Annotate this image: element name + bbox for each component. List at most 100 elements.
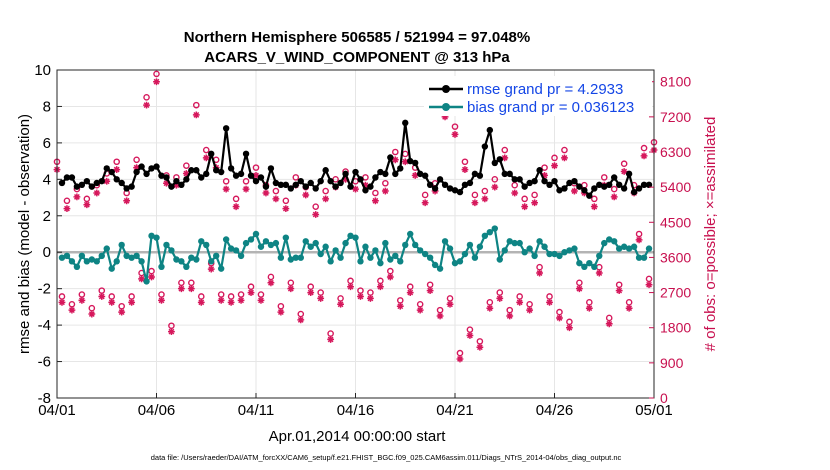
rmse-point (620, 185, 628, 192)
rmse-point (178, 181, 185, 188)
obs-assimilated-point (342, 175, 349, 183)
bias-point (377, 259, 384, 267)
bias-point (471, 254, 479, 261)
rmse-point (521, 183, 528, 190)
bias-point (441, 238, 449, 245)
rmse-point (531, 177, 538, 185)
obs-possible-point (133, 156, 140, 164)
y2-tick-label: 900 (660, 355, 684, 371)
obs-assimilated-point (615, 287, 623, 295)
bias-point (332, 247, 339, 254)
rmse-point (481, 143, 489, 150)
y-tick-label: -6 (38, 354, 51, 371)
bias-point (103, 245, 110, 252)
rmse-point (242, 150, 250, 158)
obs-possible-point (113, 158, 120, 166)
bias-point (645, 245, 653, 252)
obs-assimilated-point (526, 306, 534, 314)
rmse-point (496, 156, 503, 163)
obs-assimilated-point (113, 166, 121, 173)
obs-assimilated-point (571, 187, 578, 195)
rmse-point (118, 179, 125, 187)
rmse-point (591, 185, 598, 192)
y2-axis-label: # of obs: o=possible; ×=assimilated (702, 117, 719, 352)
obs-assimilated-point (257, 296, 265, 304)
obs-possible-point (610, 185, 618, 193)
bias-point (476, 243, 484, 250)
y-tick-label: 10 (34, 62, 51, 79)
obs-assimilated-point (227, 298, 235, 306)
rmse-point (327, 177, 334, 185)
rmse-point (73, 183, 81, 190)
rmse-point (257, 174, 265, 181)
obs-assimilated-point (411, 172, 419, 179)
rmse-point (566, 179, 573, 187)
obs-assimilated-point (322, 195, 330, 203)
rmse-point (561, 185, 568, 192)
y-axis-label: rmse and bias (model - observation) (16, 114, 33, 354)
obs-assimilated-point (372, 197, 379, 205)
bias-point (486, 228, 494, 236)
rmse-point (267, 165, 275, 172)
bias-point (421, 250, 429, 258)
bias-point (431, 261, 439, 269)
rmse-point (183, 176, 190, 183)
bias-point (620, 243, 628, 250)
data-file-footnote: data file: /Users/raeder/DAI/ATM_forcXX/… (151, 453, 622, 462)
bias-point (262, 238, 270, 245)
rmse-point (516, 176, 523, 183)
bias-point (451, 259, 459, 267)
obs-possible-point (222, 177, 230, 185)
rmse-point (222, 125, 230, 132)
bias-point (257, 243, 265, 250)
bias-point (183, 263, 190, 270)
bias-point (163, 241, 170, 249)
bias-point (392, 252, 399, 260)
bias-point (407, 230, 414, 238)
bias-point (178, 258, 185, 265)
x-tick-label: 04/11 (238, 402, 274, 419)
rmse-point (337, 179, 344, 187)
obs-assimilated-point (605, 320, 613, 328)
rmse-point (501, 170, 508, 178)
obs-assimilated-point (585, 304, 593, 312)
obs-assimilated-point (521, 203, 529, 211)
rmse-point (252, 177, 260, 185)
rmse-point (173, 177, 180, 185)
obs-possible-point (471, 191, 479, 199)
rmse-point (213, 167, 220, 174)
obs-possible-point (640, 144, 648, 152)
rmse-point (108, 168, 115, 176)
obs-assimilated-point (357, 293, 364, 300)
bias-point (606, 236, 613, 243)
bias-point (153, 234, 160, 241)
bias-point (208, 258, 215, 265)
obs-assimilated-point (441, 113, 449, 121)
obs-assimilated-point (381, 187, 389, 195)
rmse-point (611, 174, 618, 181)
obs-assimilated-point (252, 172, 260, 179)
bias-point (352, 234, 359, 241)
bias-point (571, 245, 578, 252)
obs-assimilated-point (516, 298, 524, 306)
rmse-point (138, 163, 145, 170)
bias-point (521, 249, 528, 256)
rmse-point (645, 181, 653, 188)
bias-point (188, 254, 195, 261)
obs-assimilated-point (546, 298, 553, 306)
x-axis-ticks: 04/01 04/06 04/11 04/16 04/21 04/26 05/01 (38, 393, 673, 419)
rmse-point (133, 168, 140, 176)
rmse-point (630, 188, 638, 196)
bias-point (357, 258, 364, 265)
bias-point (222, 236, 230, 243)
rmse-point (382, 170, 389, 178)
rmse-point (362, 187, 369, 194)
obs-possible-point (322, 187, 329, 195)
rmse-point (93, 179, 101, 187)
rmse-series (58, 119, 653, 199)
rmse-point (113, 176, 120, 183)
bias-point (541, 243, 548, 250)
legend-item-bias: bias grand pr = 0.036123 (429, 99, 634, 116)
bias-point (342, 239, 349, 247)
